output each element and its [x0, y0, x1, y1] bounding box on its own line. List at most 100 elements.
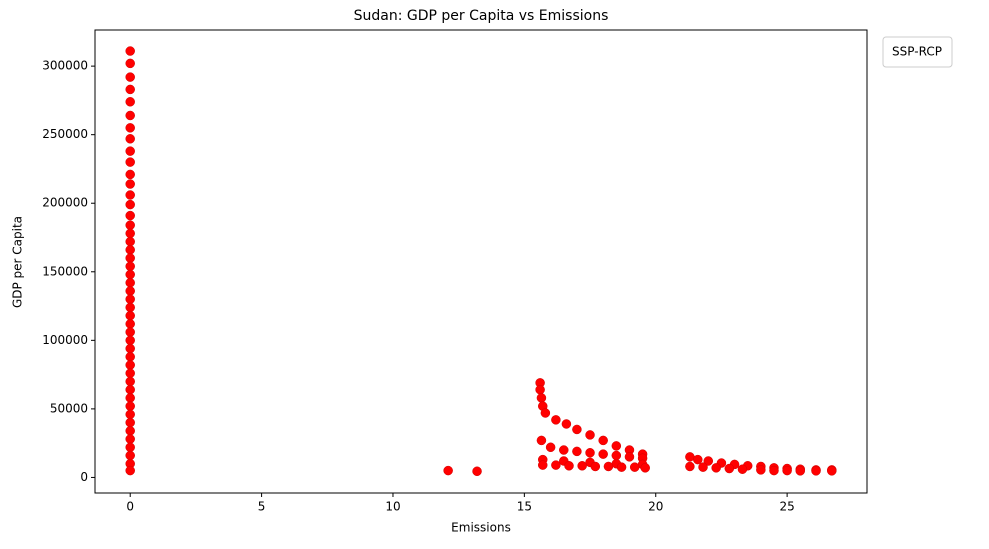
point — [125, 236, 135, 247]
point — [559, 445, 569, 455]
point — [590, 461, 601, 472]
point — [572, 424, 582, 435]
point — [598, 435, 608, 446]
point — [535, 384, 545, 395]
point — [603, 461, 614, 472]
point — [811, 466, 821, 476]
point — [472, 466, 482, 477]
x-tick-label: 0 — [126, 500, 134, 514]
point — [125, 434, 135, 444]
point — [125, 393, 135, 403]
point — [125, 368, 135, 378]
point — [698, 462, 708, 472]
point — [827, 466, 837, 476]
x-axis-label: Emissions — [451, 521, 511, 535]
point — [125, 169, 135, 180]
point — [125, 261, 135, 272]
point — [703, 456, 714, 466]
point — [577, 461, 587, 471]
plot-frame — [94, 29, 868, 494]
point — [125, 352, 135, 362]
point — [125, 319, 135, 329]
x-tick-label: 10 — [385, 500, 400, 514]
point — [624, 452, 635, 462]
point — [737, 464, 748, 474]
point — [125, 46, 135, 56]
point — [561, 419, 572, 429]
point — [540, 408, 551, 418]
point — [125, 384, 135, 395]
point — [125, 426, 135, 436]
point — [125, 335, 135, 346]
point — [545, 442, 556, 453]
point — [598, 449, 608, 459]
point — [616, 462, 627, 472]
point — [125, 450, 135, 461]
point — [125, 97, 135, 107]
point — [724, 463, 735, 474]
point — [640, 463, 650, 473]
point — [536, 393, 547, 403]
y-tick-label: 150000 — [42, 264, 88, 278]
y-axis-label: GDP per Capita — [11, 216, 25, 308]
point — [125, 401, 135, 411]
point — [125, 110, 135, 121]
point — [125, 442, 135, 453]
point — [125, 228, 135, 239]
point — [585, 448, 595, 458]
point — [125, 294, 135, 304]
x-tick-label: 20 — [648, 500, 663, 514]
point — [585, 430, 595, 440]
point — [685, 461, 695, 472]
point — [125, 278, 135, 288]
point — [572, 446, 582, 457]
point — [125, 199, 135, 210]
point — [125, 253, 135, 263]
point — [769, 465, 779, 476]
point — [125, 465, 135, 476]
x-tick-label: 5 — [258, 500, 266, 514]
point — [782, 465, 792, 476]
point — [125, 376, 135, 387]
point — [125, 58, 135, 69]
point — [125, 146, 135, 156]
point — [685, 452, 695, 462]
point — [125, 84, 135, 95]
point — [125, 417, 135, 428]
point — [711, 463, 721, 473]
y-tick-label: 0 — [80, 470, 88, 484]
point — [125, 286, 135, 296]
point — [125, 327, 135, 337]
point — [125, 72, 135, 82]
point — [443, 465, 453, 476]
point — [125, 220, 135, 230]
point — [125, 210, 135, 221]
point — [551, 460, 561, 470]
point — [125, 360, 135, 370]
point — [611, 450, 622, 461]
point — [125, 310, 135, 321]
point — [125, 134, 135, 144]
point — [629, 462, 640, 472]
point — [125, 269, 135, 280]
point — [611, 441, 622, 451]
point — [551, 415, 561, 425]
y-tick-label: 250000 — [42, 127, 88, 141]
point — [125, 245, 135, 255]
point — [125, 302, 135, 313]
x-tick-label: 15 — [517, 500, 532, 514]
point — [125, 190, 135, 200]
y-tick-label: 300000 — [42, 59, 88, 73]
point — [125, 409, 135, 420]
x-tick-label: 25 — [779, 500, 794, 514]
point — [536, 435, 547, 446]
legend-box — [882, 36, 953, 68]
legend-title: SSP-RCP — [892, 45, 942, 59]
y-tick-label: 100000 — [42, 333, 88, 347]
point — [125, 179, 135, 189]
point — [564, 461, 574, 471]
point — [795, 466, 806, 476]
y-tick-label: 200000 — [42, 196, 88, 210]
point — [537, 460, 548, 470]
